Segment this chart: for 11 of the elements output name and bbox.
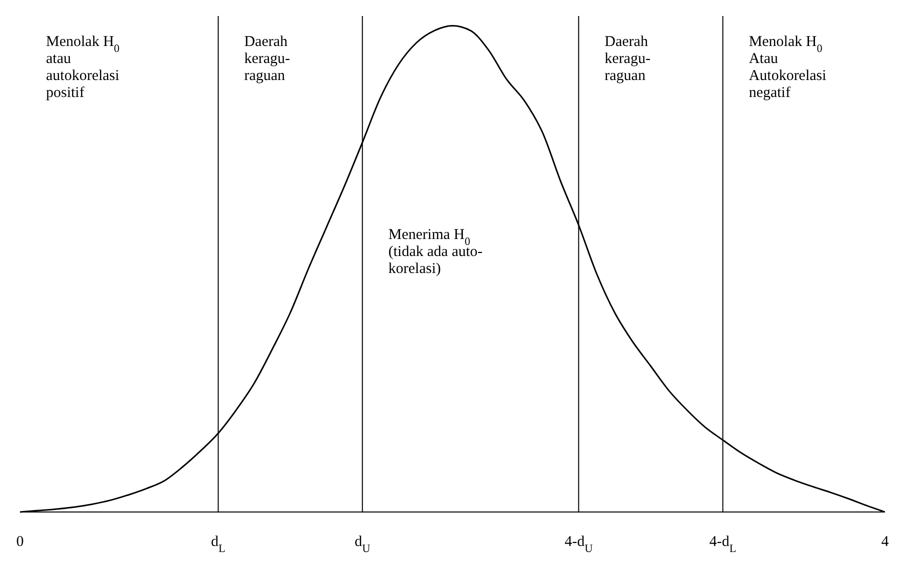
annotation: Menerima H$_{0}$ (tidak ada auto- korelasi)	[388, 227, 483, 278]
x-tick-label: 4-d$_{L}$	[709, 534, 736, 555]
annotation: Daerah keragu- raguan	[244, 34, 290, 84]
x-tick-label: d$_{L}$	[211, 534, 226, 555]
text: Menolak H$_{0}$ Atau Autokorelasi negatif	[748, 34, 826, 101]
x-tick-label: 0	[16, 534, 24, 550]
x-tick-label: 4-d$_{U}$	[564, 534, 593, 555]
text: Menolak H$_{0}$ atau autokorelasi positif	[46, 34, 120, 101]
x-tick-label: 4	[881, 534, 890, 550]
annotation: Daerah keragu- raguan	[604, 34, 650, 84]
x-tick-label: d$_{U}$	[354, 534, 370, 555]
